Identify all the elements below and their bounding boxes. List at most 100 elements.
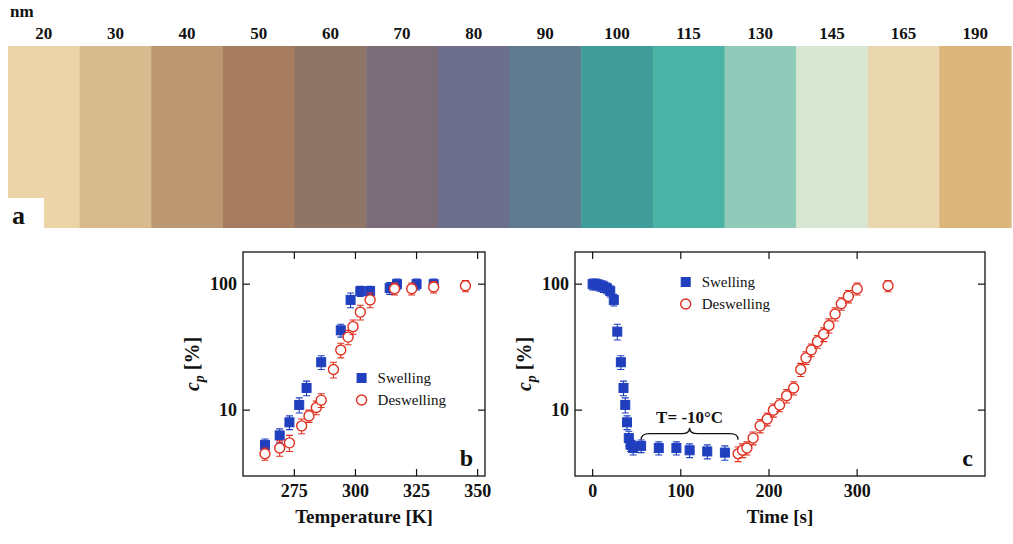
x-tick-label: 300: [342, 481, 369, 501]
thickness-label: 40: [179, 24, 196, 43]
marker-circle: [681, 299, 691, 309]
x-tick-label: 350: [464, 481, 491, 501]
marker-square: [720, 448, 729, 457]
y-tick-label: 10: [219, 400, 237, 420]
y-axis-title: cp [%]: [513, 337, 539, 391]
marker-circle: [796, 365, 806, 375]
color-swatch: [939, 46, 1011, 228]
y-tick: [978, 284, 985, 285]
x-tick: [592, 252, 593, 259]
marker-square: [609, 295, 618, 304]
x-tick: [477, 469, 478, 476]
x-tick: [355, 252, 356, 259]
marker-circle: [775, 400, 785, 410]
color-swatch: [653, 46, 725, 228]
x-tick: [768, 469, 769, 476]
marker-circle: [328, 365, 338, 375]
x-tick: [768, 252, 769, 259]
y-title-part: p: [524, 375, 539, 383]
error-bar: [655, 442, 662, 455]
marker-circle: [357, 395, 367, 405]
thickness-label: 90: [537, 24, 554, 43]
marker-square: [285, 418, 294, 427]
marker-circle: [304, 411, 314, 421]
color-swatch: [581, 46, 653, 228]
data-group: [260, 279, 470, 460]
marker-square: [295, 400, 304, 409]
marker-square: [681, 278, 690, 287]
y-tick: [478, 410, 485, 411]
thickness-label: 80: [465, 24, 482, 43]
y-tick: [575, 284, 582, 285]
y-tick: [575, 410, 582, 411]
plot-frame: [575, 252, 985, 476]
thickness-label: 190: [962, 24, 988, 43]
data-group: [588, 279, 893, 462]
marker-circle: [429, 282, 439, 292]
marker-circle: [336, 345, 346, 355]
marker-square: [703, 447, 712, 456]
y-title-part: c: [181, 382, 203, 391]
error-bar: [630, 442, 637, 455]
brace: [641, 428, 738, 440]
error-bar: [610, 294, 617, 306]
color-swatch: [223, 46, 295, 228]
y-tick: [978, 410, 985, 411]
marker-circle: [284, 438, 294, 448]
x-tick: [355, 469, 356, 476]
legend-label: Swelling: [702, 274, 756, 290]
marker-circle: [348, 322, 358, 332]
x-tick: [680, 252, 681, 259]
x-tick: [857, 252, 858, 259]
y-tick: [478, 284, 485, 285]
x-tick-label: 275: [281, 481, 308, 501]
y-tick-label: 100: [542, 274, 569, 294]
x-tick: [857, 469, 858, 476]
swatch-panel: nm2030405060708090100115130145165190a: [0, 2, 1012, 232]
marker-square: [346, 295, 355, 304]
error-bar: [296, 398, 303, 413]
error-bar: [318, 356, 325, 370]
error-bar: [624, 416, 631, 430]
marker-circle: [343, 332, 353, 342]
x-tick-label: 325: [403, 481, 430, 501]
legend-label: Deswelling: [702, 296, 771, 312]
error-bar: [620, 381, 627, 396]
marker-circle: [460, 281, 470, 291]
thickness-label: 70: [394, 24, 411, 43]
marker-circle: [260, 449, 270, 459]
marker-square: [302, 383, 311, 392]
y-title-part: p: [192, 375, 207, 383]
letter-patch: [0, 198, 44, 232]
color-swatch: [510, 46, 582, 228]
thickness-label: 50: [250, 24, 267, 43]
x-tick: [592, 469, 593, 476]
marker-square: [356, 287, 365, 296]
marker-circle: [748, 433, 758, 443]
thickness-label: 60: [322, 24, 339, 43]
color-swatch: [868, 46, 940, 228]
marker-square: [637, 441, 646, 450]
x-tick-label: 100: [667, 481, 694, 501]
panel-letter: b: [460, 445, 473, 471]
marker-square: [623, 418, 632, 427]
thickness-label: 130: [748, 24, 774, 43]
marker-square: [621, 400, 630, 409]
legend: Swelling Deswelling: [681, 274, 771, 312]
marker-square: [672, 444, 681, 453]
marker-square: [616, 358, 625, 367]
error-bar: [614, 324, 621, 340]
y-title-part: [%]: [181, 337, 203, 375]
marker-square: [654, 444, 663, 453]
scatter-panel: 010020030010100Time [s]cp [%]T= -10°CSwe…: [513, 252, 985, 527]
legend: SwellingDeswelling: [357, 370, 447, 408]
marker-square: [317, 358, 326, 367]
marker-circle: [390, 284, 400, 294]
y-tick: [243, 284, 250, 285]
marker-circle: [365, 295, 375, 305]
x-tick: [294, 252, 295, 259]
marker-square: [357, 374, 366, 383]
x-axis-title: Time [s]: [747, 506, 814, 527]
marker-circle: [407, 284, 417, 294]
marker-square: [275, 431, 284, 440]
